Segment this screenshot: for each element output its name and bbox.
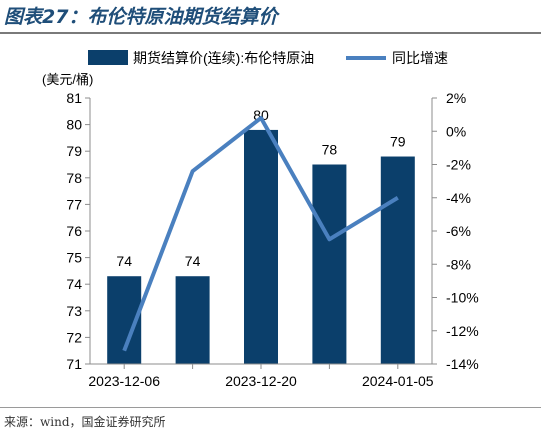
bar-data-label: 74 — [185, 253, 201, 269]
title-divider — [0, 32, 541, 34]
left-tick-label: 71 — [66, 356, 82, 372]
source-note: 来源：wind，国金证券研究所 — [4, 415, 166, 429]
left-tick-label: 80 — [66, 117, 82, 133]
bar-data-label: 79 — [390, 134, 406, 150]
x-axis-ticks: 2023-12-06 2023-12-20 2024-01-05 — [88, 364, 434, 389]
bar — [244, 129, 278, 364]
left-tick-label: 81 — [66, 90, 82, 106]
x-tick-label: 2023-12-20 — [225, 373, 297, 389]
bar — [380, 156, 415, 364]
right-tick-label: -6% — [446, 223, 471, 239]
right-axis-ticks: -14% -12% -10% -8% -6% -4% -2% 0% 2% — [432, 90, 479, 372]
right-tick-label: -14% — [446, 356, 479, 372]
right-tick-label: -8% — [446, 256, 471, 272]
y-axis-title: (美元/桶) — [42, 72, 93, 87]
right-tick-label: -4% — [446, 190, 471, 206]
legend: 期货结算价(连续):布伦特原油 同比增速 — [88, 50, 448, 66]
bar — [312, 164, 347, 364]
legend-line-label: 同比增速 — [392, 50, 448, 66]
left-tick-label: 78 — [66, 170, 82, 186]
growth-line — [122, 115, 399, 352]
x-tick-label: 2024-01-05 — [362, 373, 434, 389]
bar — [175, 276, 210, 364]
legend-bar-swatch — [88, 50, 128, 65]
left-tick-label: 74 — [66, 276, 82, 292]
left-tick-label: 75 — [66, 250, 82, 266]
source-divider — [0, 407, 541, 408]
left-tick-label: 76 — [66, 223, 82, 239]
left-tick-label: 79 — [66, 143, 82, 159]
right-tick-label: 2% — [446, 90, 466, 106]
chart: 期货结算价(连续):布伦特原油 同比增速 (美元/桶) 71 72 73 74 75 76… — [42, 50, 479, 389]
line-series — [122, 115, 399, 352]
legend-bar-label: 期货结算价(连续):布伦特原油 — [133, 50, 314, 66]
x-tick-label: 2023-12-06 — [88, 373, 160, 389]
left-tick-label: 72 — [66, 329, 82, 345]
left-tick-label: 73 — [66, 303, 82, 319]
right-tick-label: -10% — [446, 290, 479, 306]
figure-title: 图表27：布伦特原油期货结算价 — [4, 6, 278, 28]
right-tick-label: -2% — [446, 157, 471, 173]
bar-data-label: 78 — [322, 142, 338, 158]
bar-data-label: 74 — [116, 253, 132, 269]
left-tick-label: 77 — [66, 196, 82, 212]
right-tick-label: 0% — [446, 123, 466, 139]
right-tick-label: -12% — [446, 323, 479, 339]
left-axis-ticks: 71 72 73 74 75 76 77 78 79 80 81 — [66, 90, 90, 372]
